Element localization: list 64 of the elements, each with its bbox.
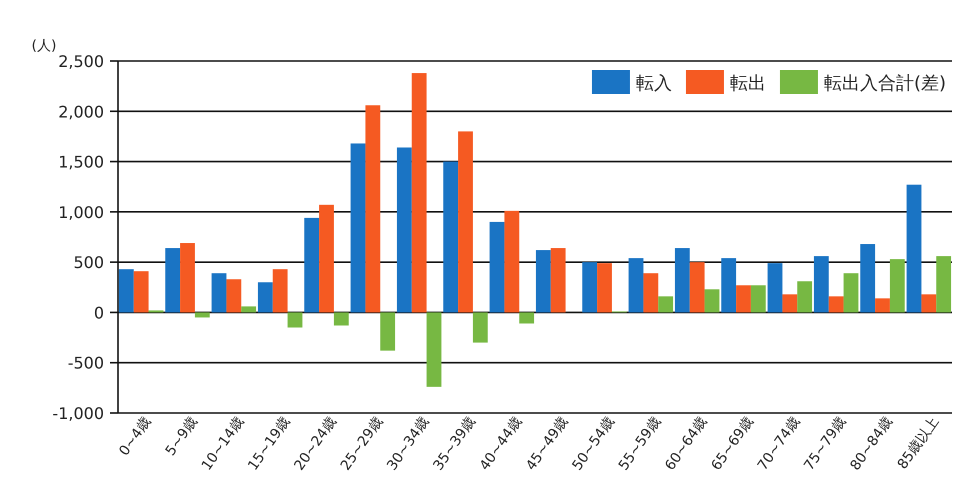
bar bbox=[628, 258, 644, 312]
bar bbox=[844, 273, 858, 312]
y-axis-title: (人) bbox=[32, 38, 56, 54]
bar bbox=[272, 269, 288, 312]
y-tick-label: 1,000 bbox=[58, 202, 104, 222]
bar bbox=[736, 285, 751, 312]
y-tick-label: 1,500 bbox=[58, 152, 104, 172]
bar bbox=[396, 147, 412, 312]
bar bbox=[319, 204, 334, 312]
bar bbox=[674, 248, 690, 312]
bar bbox=[828, 296, 844, 312]
bar bbox=[194, 312, 210, 318]
bar bbox=[597, 263, 612, 312]
bar bbox=[118, 269, 134, 312]
bar bbox=[690, 262, 705, 312]
bar bbox=[643, 273, 658, 312]
bar bbox=[536, 250, 551, 312]
bar bbox=[550, 248, 566, 312]
bar bbox=[334, 312, 349, 326]
bar bbox=[412, 73, 427, 312]
bar bbox=[658, 296, 674, 312]
bar bbox=[721, 258, 736, 312]
bar bbox=[860, 244, 876, 312]
y-tick-label: 2,500 bbox=[58, 52, 104, 71]
bar bbox=[936, 256, 952, 312]
bar bbox=[258, 282, 273, 312]
bar bbox=[350, 143, 366, 312]
bar bbox=[443, 162, 458, 312]
y-tick-label: -1,000 bbox=[52, 404, 104, 423]
bar bbox=[797, 281, 812, 312]
bar bbox=[704, 289, 720, 312]
legend-label: 転入 bbox=[636, 73, 672, 94]
bar bbox=[782, 294, 798, 312]
bar bbox=[304, 218, 320, 312]
y-tick-label: 0 bbox=[94, 303, 104, 322]
bar bbox=[472, 312, 488, 343]
bar bbox=[180, 243, 195, 312]
bar bbox=[426, 312, 442, 387]
bar bbox=[768, 263, 782, 312]
legend-label: 転出入合計(差) bbox=[824, 73, 946, 94]
bar bbox=[814, 256, 829, 312]
x-tick-label: 85歳以上 bbox=[894, 414, 942, 472]
bar bbox=[212, 273, 226, 312]
bar bbox=[365, 105, 380, 312]
bar bbox=[226, 279, 242, 312]
y-tick-label: -500 bbox=[68, 354, 104, 373]
bar bbox=[165, 248, 180, 312]
y-tick-label: 500 bbox=[73, 253, 104, 272]
bar bbox=[504, 210, 520, 312]
bar bbox=[490, 222, 504, 312]
bar bbox=[458, 131, 473, 312]
bar bbox=[906, 184, 922, 312]
bar bbox=[134, 271, 149, 312]
y-tick-label: 2,000 bbox=[58, 102, 104, 122]
bar bbox=[288, 312, 302, 328]
legend-label: 転出 bbox=[730, 73, 766, 94]
bar bbox=[875, 298, 890, 312]
bar bbox=[241, 306, 256, 312]
bar bbox=[380, 312, 396, 351]
bar bbox=[921, 294, 936, 312]
bar bbox=[582, 262, 598, 312]
bar bbox=[519, 312, 534, 324]
bar bbox=[750, 285, 766, 312]
bar bbox=[890, 259, 905, 312]
